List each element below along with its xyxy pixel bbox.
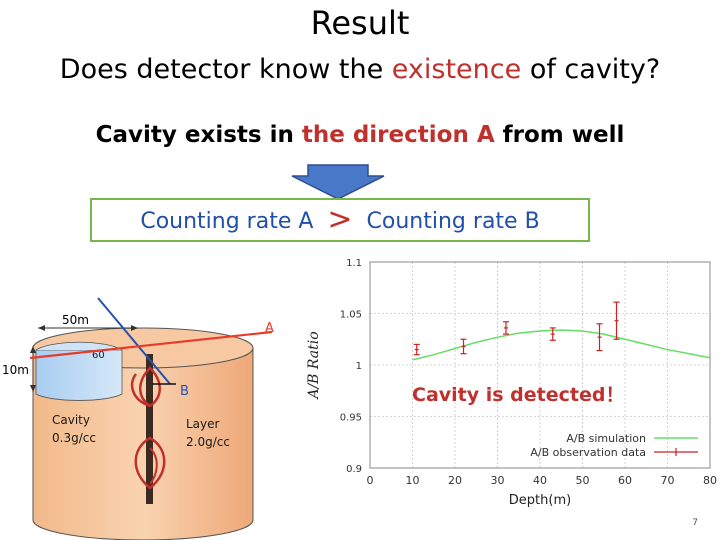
direction-b-label: B (180, 384, 189, 399)
simulation-series-line (412, 329, 711, 361)
plot-frame (369, 261, 711, 469)
y-tick-label: 1.1 (346, 258, 362, 269)
cavity-label-name: Cavity (52, 413, 90, 427)
direction-a-label: A (265, 321, 274, 336)
statement-highlight: the direction A (301, 122, 495, 148)
x-tick-label: 40 (533, 474, 547, 487)
down-arrow-icon (291, 164, 385, 200)
counting-rate-b: Counting rate B (366, 208, 540, 234)
statement-text-end: from well (494, 122, 625, 148)
question-highlight: existence (391, 54, 522, 85)
x-tick-label: 50 (576, 474, 590, 487)
y-axis-label: A/B Ratio (306, 331, 322, 400)
counting-rate-a: Counting rate A (140, 208, 314, 234)
question-text-start: Does detector know the (59, 54, 392, 85)
cavity-label-density: 0.3g/cc (52, 431, 96, 445)
x-tick-label: 10 (406, 474, 420, 487)
width-label: 50m (62, 313, 89, 327)
x-tick-label: 60 (618, 474, 632, 487)
page-number: 7 (692, 518, 698, 528)
legend-simulation-label: A/B simulation (566, 432, 646, 445)
y-tick-label: 1.05 (340, 310, 362, 321)
cavity-detected-label: Cavity is detected！ (412, 384, 625, 406)
x-axis-label: Depth(m) (509, 493, 571, 508)
observation-point (413, 343, 420, 356)
greater-than-symbol: > (327, 201, 353, 237)
cavity-depth-label: 60 (92, 350, 105, 361)
observation-point (503, 321, 509, 335)
cavity-statement: Cavity exists in the direction A from we… (0, 122, 720, 148)
observation-point (613, 301, 620, 340)
well-diagram: 50m 10m 60 A B Cavity 0.3g/cc Layer 2.0g… (2, 297, 274, 540)
chart-legend: A/B simulation A/B observation data (530, 432, 698, 459)
x-tick-label: 20 (448, 474, 462, 487)
comparison-box (90, 198, 590, 242)
slide-title: Result (310, 4, 410, 42)
x-tick-label: 0 (367, 474, 374, 487)
statement-text-start: Cavity exists in (95, 122, 302, 148)
observation-point (549, 327, 556, 341)
ratio-chart: 0 10 20 30 40 50 60 70 80 0.9 0.95 1 1.05 1.1 A/B Rat… (306, 258, 717, 508)
x-tick-label: 80 (703, 474, 717, 487)
layer-label-name: Layer (186, 417, 220, 431)
y-tick-label: 0.9 (346, 464, 362, 475)
slide-question: Does detector know the existence of cavi… (0, 54, 720, 85)
layer-label-density: 2.0g/cc (186, 435, 230, 449)
x-tick-label: 30 (491, 474, 505, 487)
observation-point (596, 323, 603, 352)
y-tick-label: 1 (356, 361, 362, 372)
question-text-end: of cavity? (521, 54, 661, 85)
observation-point (460, 338, 467, 355)
comparison-text: Counting rate A > Counting rate B (90, 201, 590, 239)
x-tick-label: 70 (661, 474, 675, 487)
y-tick-label: 0.95 (340, 413, 362, 424)
depth-label: 10m (2, 363, 29, 377)
chart-grid (369, 261, 711, 469)
legend-observation-label: A/B observation data (530, 446, 646, 459)
